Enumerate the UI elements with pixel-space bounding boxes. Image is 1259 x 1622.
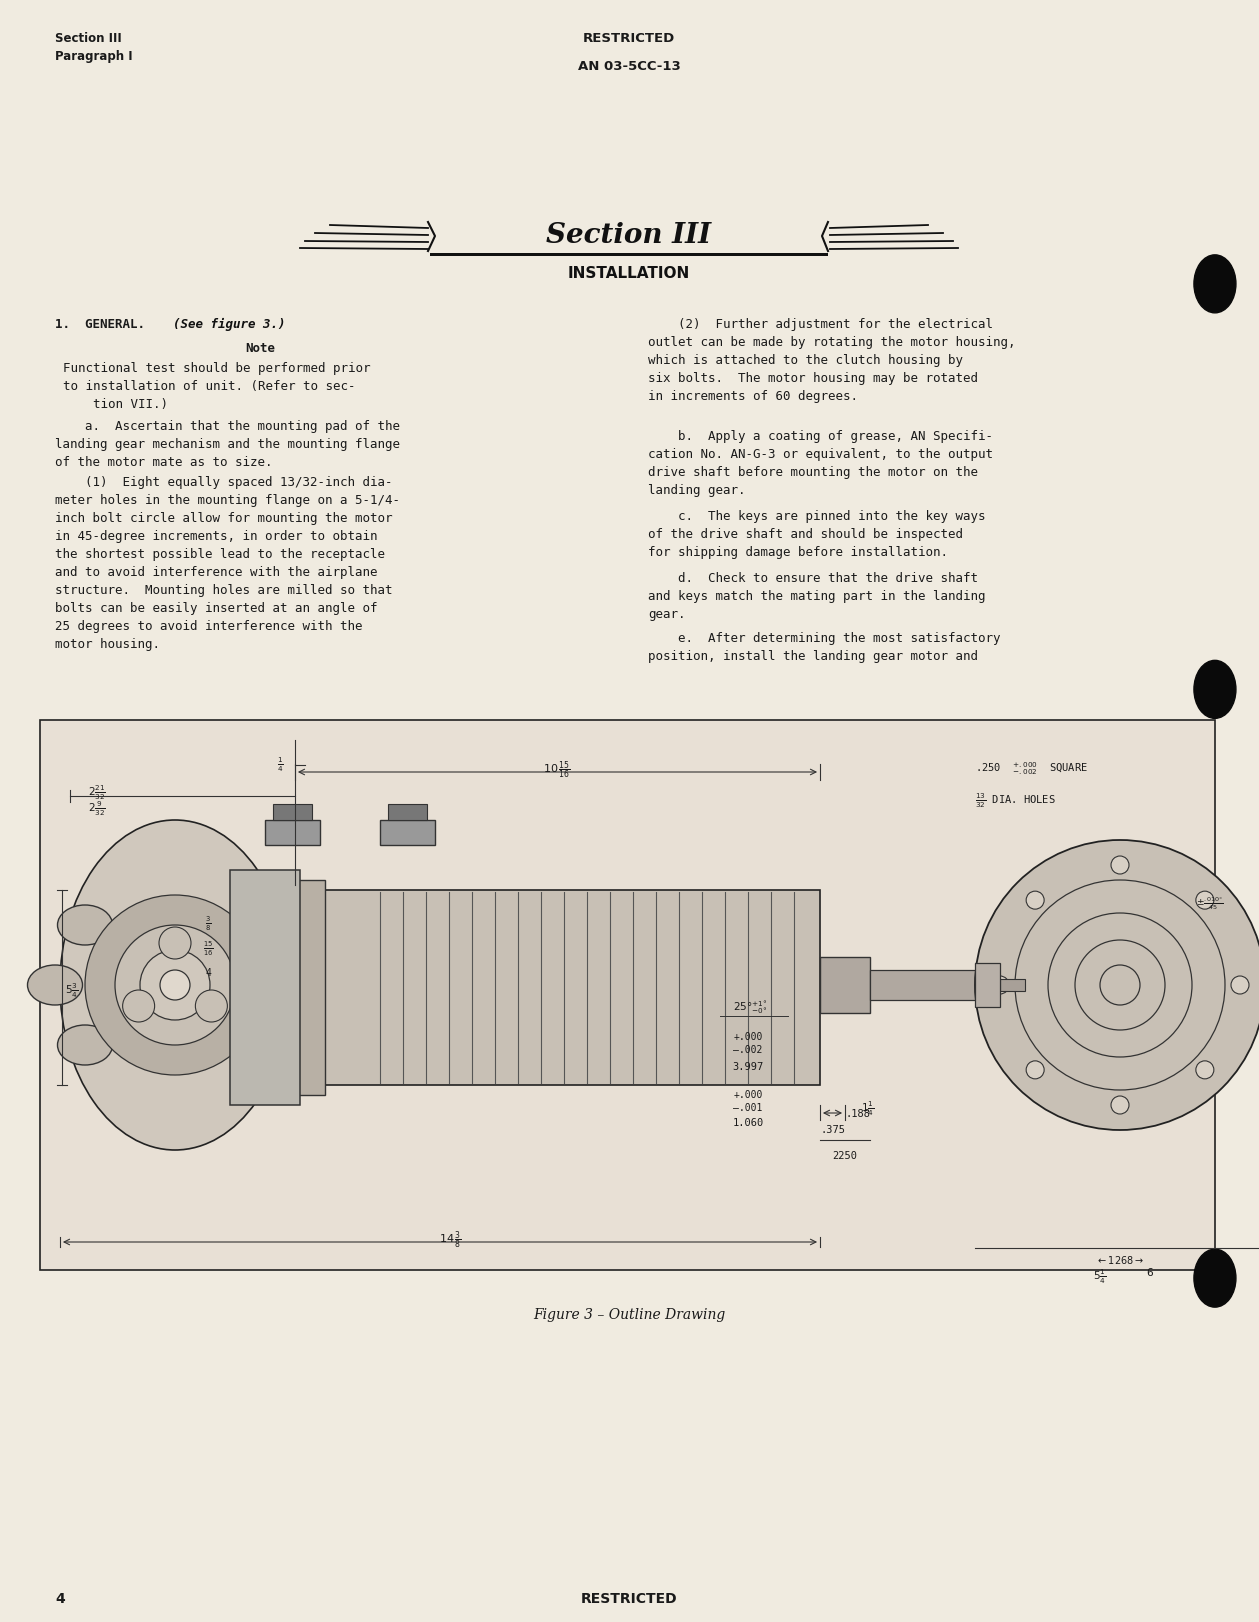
Text: $\frac{13}{32}$ DIA. HOLES: $\frac{13}{32}$ DIA. HOLES xyxy=(974,792,1055,811)
Text: c.  The keys are pinned into the key ways
of the drive shaft and should be inspe: c. The keys are pinned into the key ways… xyxy=(648,509,986,560)
Circle shape xyxy=(1231,976,1249,994)
Circle shape xyxy=(86,895,264,1075)
Text: RESTRICTED: RESTRICTED xyxy=(580,1593,677,1606)
Text: $\frac{3}{8}$: $\frac{3}{8}$ xyxy=(205,915,212,933)
Text: Functional test should be performed prior
to installation of unit. (Refer to sec: Functional test should be performed prio… xyxy=(63,362,370,410)
Text: $1\frac{1}{4}$: $1\frac{1}{4}$ xyxy=(861,1100,875,1119)
Ellipse shape xyxy=(1194,1249,1236,1307)
Text: 1.060: 1.060 xyxy=(733,1118,764,1127)
Text: $5\frac{1}{4}$: $5\frac{1}{4}$ xyxy=(1093,1268,1107,1286)
Text: $14\,\frac{3}{8}$: $14\,\frac{3}{8}$ xyxy=(438,1229,462,1252)
Text: 6: 6 xyxy=(1147,1268,1153,1278)
Ellipse shape xyxy=(60,821,290,1150)
Text: Section III: Section III xyxy=(55,32,122,45)
Bar xyxy=(295,881,325,1095)
Bar xyxy=(274,920,305,1049)
Text: .375: .375 xyxy=(821,1126,846,1135)
Text: Figure 3 – Outline Drawing: Figure 3 – Outline Drawing xyxy=(533,1307,725,1322)
Bar xyxy=(380,821,436,845)
Text: Paragraph I: Paragraph I xyxy=(55,50,132,63)
Text: RESTRICTED: RESTRICTED xyxy=(583,32,675,45)
Bar xyxy=(1000,980,1025,991)
Text: INSTALLATION: INSTALLATION xyxy=(568,266,690,281)
Ellipse shape xyxy=(1194,660,1236,719)
Circle shape xyxy=(1196,890,1214,910)
Ellipse shape xyxy=(28,965,83,1006)
Text: 3.997: 3.997 xyxy=(733,1062,764,1072)
Circle shape xyxy=(1196,1061,1214,1079)
Text: $\frac{1}{4}$: $\frac{1}{4}$ xyxy=(277,756,283,774)
Text: $2\frac{21}{32}$: $2\frac{21}{32}$ xyxy=(88,783,106,803)
Text: +.000
–.001: +.000 –.001 xyxy=(733,1090,763,1113)
Circle shape xyxy=(1110,856,1129,874)
Bar xyxy=(388,805,427,821)
Bar xyxy=(264,821,320,845)
Text: $5\frac{3}{4}$: $5\frac{3}{4}$ xyxy=(65,981,78,1001)
Circle shape xyxy=(160,970,190,1001)
Bar xyxy=(431,253,828,256)
Circle shape xyxy=(991,976,1008,994)
Text: .188: .188 xyxy=(846,1109,870,1119)
Circle shape xyxy=(974,840,1259,1131)
Text: 4: 4 xyxy=(55,1593,64,1606)
Circle shape xyxy=(1026,890,1044,910)
Bar xyxy=(40,720,1215,1270)
Ellipse shape xyxy=(58,1025,112,1066)
Text: $\pm\frac{.010°}{45}$: $\pm\frac{.010°}{45}$ xyxy=(1196,895,1224,912)
Circle shape xyxy=(140,950,210,1020)
Text: a.  Ascertain that the mounting pad of the
landing gear mechanism and the mounti: a. Ascertain that the mounting pad of th… xyxy=(55,420,400,469)
Text: (2)  Further adjustment for the electrical
outlet can be made by rotating the mo: (2) Further adjustment for the electrica… xyxy=(648,318,1016,402)
Text: d.  Check to ensure that the drive shaft
and keys match the mating part in the l: d. Check to ensure that the drive shaft … xyxy=(648,573,986,621)
Text: $10\,\frac{15}{16}$: $10\,\frac{15}{16}$ xyxy=(543,761,570,782)
Text: $2\frac{9}{32}$: $2\frac{9}{32}$ xyxy=(88,800,106,819)
Bar xyxy=(820,957,870,1014)
Bar xyxy=(974,963,1000,1007)
Circle shape xyxy=(122,989,155,1022)
Text: Note: Note xyxy=(246,342,274,355)
Bar xyxy=(295,890,820,1085)
Text: (1)  Eight equally spaced 13/32-inch dia-
meter holes in the mounting flange on : (1) Eight equally spaced 13/32-inch dia-… xyxy=(55,475,400,650)
Ellipse shape xyxy=(1194,255,1236,313)
Text: Section III: Section III xyxy=(546,222,711,250)
Text: (See figure 3.): (See figure 3.) xyxy=(172,318,286,331)
Circle shape xyxy=(195,989,228,1022)
Ellipse shape xyxy=(58,905,112,946)
Text: $\leftarrow 1268 \rightarrow$: $\leftarrow 1268 \rightarrow$ xyxy=(1095,1254,1144,1267)
Text: 4: 4 xyxy=(205,968,212,978)
Text: b.  Apply a coating of grease, AN Specifi-
cation No. AN-G-3 or equivalent, to t: b. Apply a coating of grease, AN Specifi… xyxy=(648,430,993,496)
Text: 2250: 2250 xyxy=(832,1152,857,1161)
Bar xyxy=(870,970,1000,1001)
Text: $25°^{+1°}_{-0°}$: $25°^{+1°}_{-0°}$ xyxy=(733,1001,767,1017)
Text: e.  After determining the most satisfactory
position, install the landing gear m: e. After determining the most satisfacto… xyxy=(648,633,1001,663)
Text: AN 03-5CC-13: AN 03-5CC-13 xyxy=(578,60,680,73)
Bar xyxy=(273,805,312,821)
Text: +.000
–.002: +.000 –.002 xyxy=(733,1032,763,1056)
Bar xyxy=(230,869,300,1105)
Circle shape xyxy=(159,928,191,959)
Text: 1.  GENERAL.: 1. GENERAL. xyxy=(55,318,160,331)
Text: .250  $^{+.000}_{-.002}$  SQUARE: .250 $^{+.000}_{-.002}$ SQUARE xyxy=(974,761,1088,777)
Circle shape xyxy=(1110,1096,1129,1114)
Text: $\frac{15}{16}$: $\frac{15}{16}$ xyxy=(203,941,213,959)
Circle shape xyxy=(115,925,235,1045)
Circle shape xyxy=(1026,1061,1044,1079)
